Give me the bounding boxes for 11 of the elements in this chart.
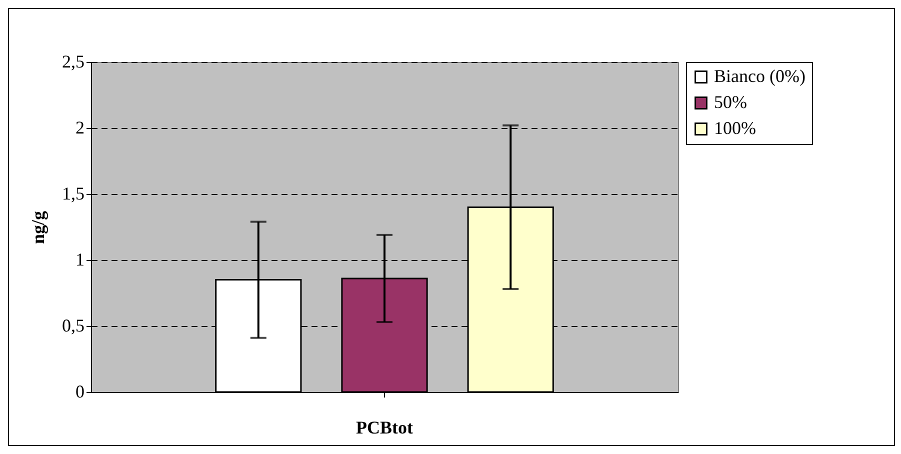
legend-label: 50% bbox=[714, 92, 747, 112]
y-tick-label: 0 bbox=[76, 382, 84, 402]
legend-label: 100% bbox=[714, 118, 756, 138]
y-tick-label: 2 bbox=[76, 118, 84, 138]
y-tick-label: 0,5 bbox=[62, 316, 84, 336]
legend-label: Bianco (0%) bbox=[714, 66, 806, 86]
y-tick-label: 2,5 bbox=[62, 52, 84, 72]
x-tick-label: PCBtot bbox=[356, 418, 413, 438]
y-tick-label: 1,5 bbox=[62, 184, 84, 204]
y-axis-title: ng/g bbox=[28, 210, 48, 244]
y-tick-label: 1 bbox=[76, 250, 84, 270]
